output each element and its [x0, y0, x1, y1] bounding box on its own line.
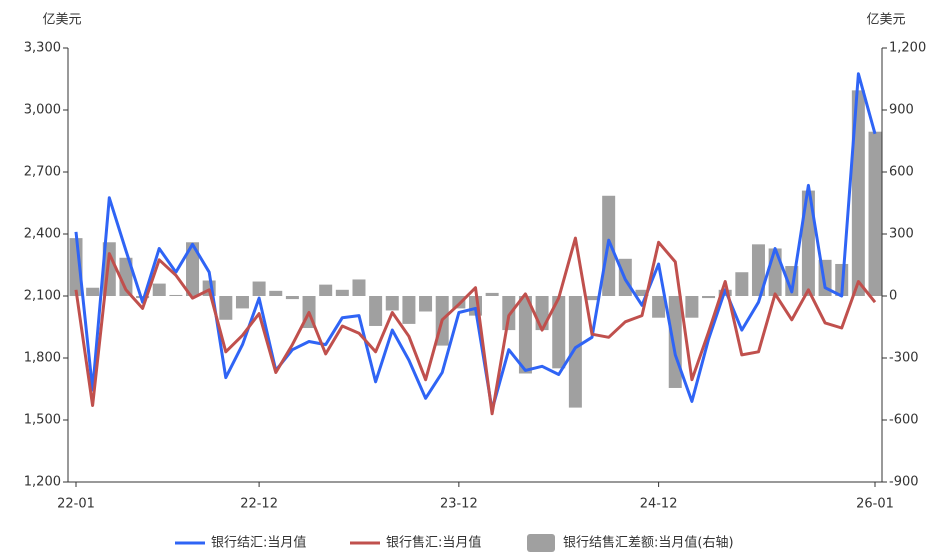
- bar: [235, 296, 249, 309]
- bar: [502, 296, 516, 331]
- bar: [352, 279, 366, 296]
- legend-label: 银行售汇:当月值: [386, 535, 481, 551]
- bar: [152, 283, 166, 296]
- y-tick-label: 2,100: [24, 289, 61, 304]
- x-tick-label: 22-12: [240, 497, 278, 512]
- bar: [269, 290, 283, 296]
- y-tick-label: 2,400: [24, 227, 61, 242]
- bar: [385, 296, 399, 311]
- bar: [219, 296, 233, 320]
- bar: [86, 287, 100, 296]
- bar: [868, 131, 882, 296]
- x-tick-label: 23-12: [440, 497, 478, 512]
- bar: [402, 296, 416, 324]
- y-axis-unit: 亿美元: [42, 13, 81, 28]
- bar: [568, 296, 582, 408]
- y2-tick-label: -300: [889, 351, 919, 366]
- bar: [419, 296, 433, 312]
- y2-axis-unit: 亿美元: [866, 13, 905, 28]
- y-tick-label: 1,500: [24, 413, 61, 428]
- bar: [535, 296, 549, 331]
- bar: [285, 296, 299, 300]
- x-tick-label: 26-01: [856, 497, 894, 512]
- bar: [186, 242, 200, 296]
- line-series: [74, 72, 877, 412]
- bar: [319, 284, 333, 296]
- bar: [485, 292, 499, 296]
- y-tick-label: 3,300: [24, 41, 61, 56]
- bar: [335, 289, 349, 296]
- y2-tick-label: 900: [889, 103, 914, 118]
- bar: [735, 272, 749, 296]
- y-tick-label: 1,200: [24, 475, 61, 490]
- bar: [136, 296, 150, 299]
- y2-tick-label: 600: [889, 165, 914, 180]
- y2-tick-label: 1,200: [889, 41, 926, 56]
- x-tick-label: 22-01: [57, 497, 95, 512]
- bar: [652, 296, 666, 318]
- bar: [751, 244, 765, 296]
- bar: [552, 296, 566, 369]
- legend-label: 银行结汇:当月值: [211, 535, 306, 551]
- y-tick-label: 2,700: [24, 165, 61, 180]
- y2-tick-label: 300: [889, 227, 914, 242]
- bar: [702, 296, 716, 299]
- y2-tick-label: -600: [889, 413, 919, 428]
- line-series: [74, 236, 877, 416]
- bar: [369, 296, 383, 326]
- y2-tick-label: -900: [889, 475, 919, 490]
- x-tick-label: 24-12: [640, 497, 678, 512]
- bar: [668, 296, 682, 388]
- bar: [518, 296, 532, 374]
- y-tick-label: 3,000: [24, 103, 61, 118]
- bar: [119, 257, 133, 296]
- bar: [585, 296, 599, 301]
- legend-label: 银行结售汇差额:当月值(右轴): [563, 535, 734, 551]
- y2-tick-label: 0: [889, 289, 897, 304]
- y-tick-label: 1,800: [24, 351, 61, 366]
- legend-swatch: [527, 534, 555, 552]
- bar: [851, 90, 865, 296]
- bar: [252, 281, 266, 296]
- bar: [685, 296, 699, 318]
- bar: [169, 294, 183, 296]
- bar: [801, 190, 815, 296]
- bar: [768, 248, 782, 296]
- bar: [635, 289, 649, 296]
